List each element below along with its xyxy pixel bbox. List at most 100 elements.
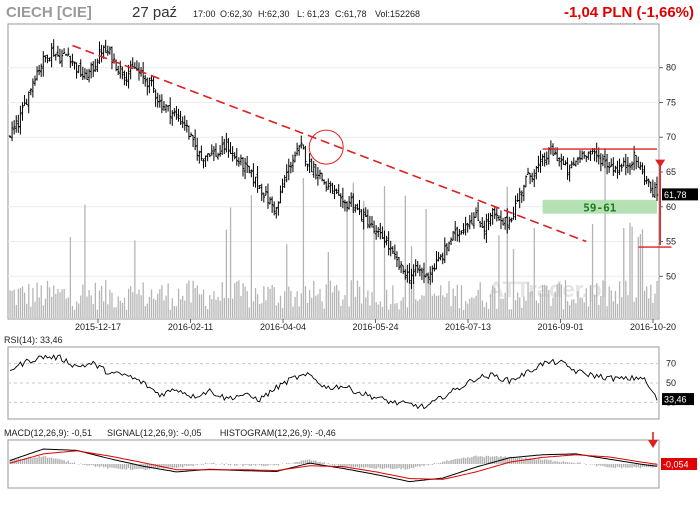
macd-histogram-bar — [483, 457, 486, 464]
volume-bar — [90, 295, 92, 318]
volume-bar — [629, 222, 631, 318]
volume-bar — [165, 295, 167, 318]
macd-histogram-bar — [577, 462, 579, 464]
macd-histogram-bar — [319, 461, 321, 464]
macd-histogram-bar — [134, 464, 136, 470]
volume-bar — [612, 301, 615, 318]
volume-bar — [593, 295, 596, 318]
volume-bar — [55, 293, 57, 318]
volume-bar — [452, 288, 454, 318]
volume-bar — [182, 295, 184, 318]
volume-bar — [498, 235, 500, 318]
volume-bar — [256, 294, 259, 318]
macd-histogram-bar — [558, 461, 560, 464]
volume-bar — [53, 285, 55, 318]
volume-bar — [292, 306, 294, 318]
macd-histogram-bar — [448, 461, 450, 464]
volume-bar — [259, 303, 261, 318]
macd-histogram-bar — [635, 464, 637, 468]
macd-histogram-bar — [246, 464, 248, 465]
volume-bar — [404, 195, 406, 318]
macd-histogram-bar — [419, 464, 421, 467]
volume-bar — [65, 298, 67, 318]
volume-bar — [94, 282, 96, 318]
volume-bar — [144, 306, 146, 318]
volume-bar — [639, 234, 642, 318]
macd-histogram-bar — [494, 456, 496, 464]
x-tick-label: 2016-05-24 — [352, 322, 398, 332]
volume-bar — [333, 286, 336, 318]
macd-histogram-bar — [215, 464, 217, 465]
macd-histogram-bar — [523, 458, 525, 464]
macd-histogram-bar — [165, 464, 167, 468]
volume-bar — [433, 293, 436, 318]
volume-bar — [82, 284, 84, 318]
macd-histogram-bar — [431, 464, 434, 465]
volume-bar — [373, 228, 375, 318]
macd-histogram-bar — [179, 464, 182, 467]
macd-histogram-bar — [566, 462, 569, 464]
volume-bar — [569, 305, 571, 318]
volume-bar — [360, 303, 363, 318]
volume-bar — [252, 301, 255, 318]
volume-bar — [244, 286, 246, 318]
volume-bar — [225, 229, 228, 318]
volume-bar — [471, 297, 473, 318]
macd-histogram-bar — [308, 459, 311, 464]
volume-bar — [304, 286, 307, 318]
volume-bar — [614, 290, 617, 318]
volume-bar — [161, 285, 163, 318]
volume-bar — [577, 291, 579, 318]
volume-bar — [492, 285, 494, 318]
macd-histogram-bar — [629, 464, 631, 468]
macd-histogram-bar — [107, 464, 109, 469]
volume-bar — [587, 306, 590, 318]
volume-bar — [73, 309, 76, 318]
macd-histogram-bar — [113, 464, 115, 469]
volume-bar — [421, 295, 423, 318]
volume-bar — [581, 297, 583, 318]
macd-histogram-bar — [25, 458, 28, 464]
x-tick-label: 2016-09-01 — [537, 322, 583, 332]
macd-histogram-bar — [614, 464, 617, 469]
macd-histogram-bar — [560, 462, 563, 464]
macd-histogram-bar — [433, 462, 436, 464]
volume-bar — [637, 236, 639, 318]
macd-histogram-bar — [437, 463, 440, 464]
macd-histogram-bar — [177, 464, 180, 468]
volume-bar — [202, 289, 205, 318]
macd-histogram-bar — [533, 458, 535, 464]
volume-bar — [30, 306, 32, 318]
volume-bar — [288, 286, 290, 318]
macd-histogram-bar — [444, 461, 446, 464]
volume-bar — [261, 303, 263, 318]
volume-bar — [423, 295, 425, 318]
volume-bar — [348, 306, 350, 318]
volume-bar — [284, 291, 286, 318]
macd-histogram-bar — [227, 464, 230, 466]
volume-bar — [340, 305, 342, 318]
macd-histogram-bar — [633, 464, 635, 467]
macd-histogram-bar — [543, 459, 546, 464]
macd-histogram-bar — [643, 464, 646, 467]
volume-bar — [21, 286, 24, 318]
macd-histogram-bar — [121, 464, 124, 470]
macd-histogram-bar — [32, 458, 34, 464]
macd-histogram-bar — [19, 458, 22, 464]
volume-bar — [127, 288, 130, 318]
volume-bar — [71, 306, 74, 318]
volume-bar — [483, 307, 486, 318]
volume-bar — [641, 229, 644, 318]
volume-bar — [23, 292, 26, 318]
volume-bar — [317, 294, 319, 318]
macd-histogram-bar — [487, 455, 490, 464]
volume-bar — [13, 289, 15, 318]
volume-bar — [198, 294, 201, 318]
macd-histogram-bar — [192, 464, 194, 467]
volume-bar — [412, 282, 415, 318]
macd-histogram-bar — [200, 464, 203, 465]
macd-histogram-bar — [506, 457, 508, 464]
macd-histogram-bar — [323, 462, 325, 464]
down-arrow-icon — [655, 159, 666, 168]
